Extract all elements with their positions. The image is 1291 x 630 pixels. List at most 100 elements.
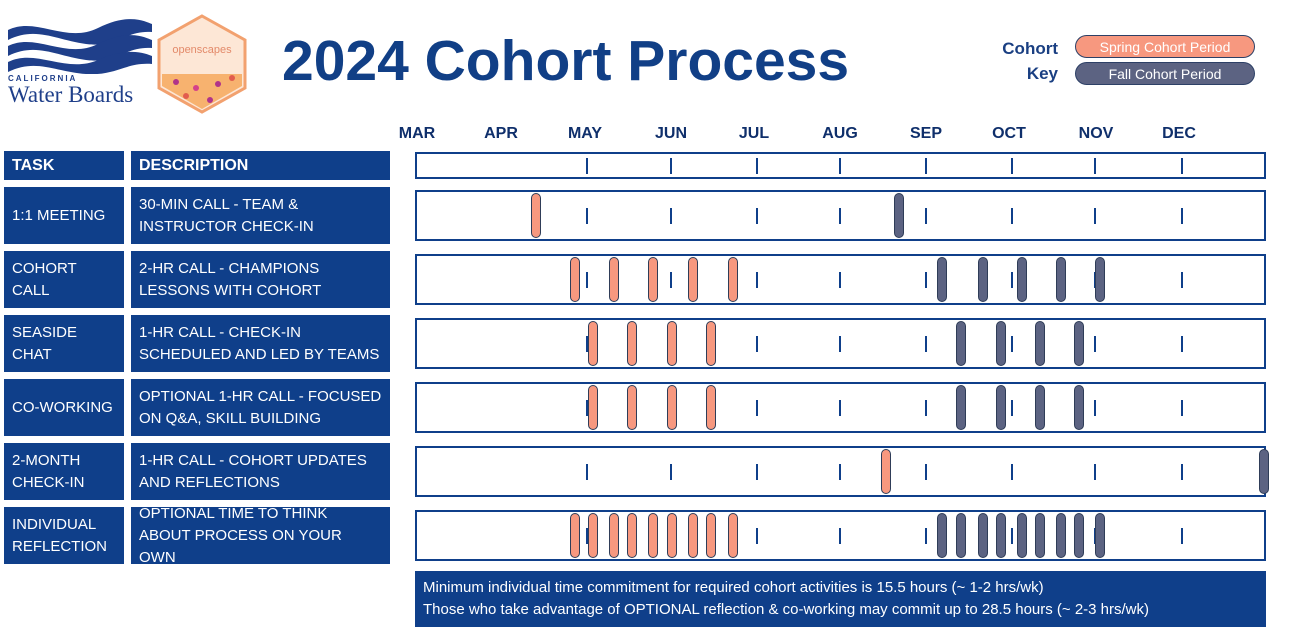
spring-cohort-session-bar	[627, 385, 638, 430]
month-label: SEP	[909, 125, 942, 142]
description-2-month-check-in: 1-HR CALL - COHORT UPDATES AND REFLECTIO…	[131, 443, 390, 500]
month-tick	[756, 335, 758, 352]
month-tick	[925, 527, 927, 544]
month-tick	[839, 335, 841, 352]
openscapes-logo: openscapes	[156, 14, 248, 114]
month-label: OCT	[992, 125, 1026, 142]
month-tick	[839, 399, 841, 416]
spring-cohort-session-bar	[648, 257, 659, 302]
spring-cohort-session-bar	[881, 449, 892, 494]
fall-cohort-session-bar	[1259, 449, 1269, 494]
month-tick	[586, 463, 588, 480]
month-label: NOV	[1078, 125, 1114, 142]
month-tick	[1264, 157, 1266, 174]
month-tick	[670, 207, 672, 224]
fall-cohort-session-bar	[1074, 513, 1085, 558]
spring-cohort-session-bar	[587, 321, 598, 366]
task-individual-reflection: INDIVIDUAL REFLECTION	[4, 507, 124, 564]
month-label: APR	[484, 125, 518, 142]
timeline-track-co-working	[415, 382, 1266, 433]
task-co-working: CO-WORKING	[4, 379, 124, 436]
month-tick	[586, 207, 588, 224]
fall-cohort-session-bar	[995, 385, 1006, 430]
month-label: MAY	[567, 125, 603, 142]
fall-cohort-session-bar	[937, 257, 948, 302]
month-tick	[1011, 271, 1013, 288]
fall-cohort-session-bar	[937, 513, 948, 558]
spring-cohort-session-bar	[587, 385, 598, 430]
month-tick	[839, 527, 841, 544]
description-co-working: OPTIONAL 1-HR CALL - FOCUSED ON Q&A, SKI…	[131, 379, 390, 436]
month-tick	[756, 463, 758, 480]
water-boards-name: Water Boards	[8, 82, 134, 107]
month-label: JUL	[738, 125, 770, 142]
fall-cohort-session-bar	[1035, 321, 1046, 366]
month-tick	[1094, 335, 1096, 352]
month-tick	[670, 157, 672, 174]
spring-cohort-session-bar	[627, 321, 638, 366]
month-tick	[1094, 207, 1096, 224]
spring-cohort-session-bar	[727, 257, 738, 302]
month-tick	[925, 207, 927, 224]
spring-cohort-session-bar	[666, 385, 677, 430]
timeline-track-1-1-meeting	[415, 190, 1266, 241]
fall-cohort-session-bar	[1074, 321, 1085, 366]
fall-cohort-session-bar	[1016, 513, 1027, 558]
timeline-track-individual-reflection	[415, 510, 1266, 561]
month-tick	[1264, 527, 1266, 544]
spring-cohort-session-bar	[608, 257, 619, 302]
fall-cohort-session-bar	[956, 385, 967, 430]
fall-cohort-session-bar	[1095, 513, 1106, 558]
spring-cohort-session-bar	[587, 513, 598, 558]
month-tick	[1181, 157, 1183, 174]
month-tick	[756, 157, 758, 174]
spring-cohort-session-bar	[666, 513, 677, 558]
month-tick	[1011, 463, 1013, 480]
fall-cohort-session-bar	[956, 513, 967, 558]
key-label-key: Key	[1026, 64, 1058, 83]
fall-cohort-session-bar	[1055, 257, 1066, 302]
month-tick	[1011, 527, 1013, 544]
fall-cohort-session-bar	[995, 321, 1006, 366]
spring-cohort-session-bar	[688, 257, 699, 302]
timeline-header-track	[415, 152, 1266, 179]
spring-cohort-session-bar	[688, 513, 699, 558]
spring-cohort-session-bar	[570, 513, 581, 558]
month-tick	[1181, 399, 1183, 416]
fall-cohort-session-bar	[1095, 257, 1106, 302]
month-tick	[670, 271, 672, 288]
description-cohort-call: 2-HR CALL - CHAMPIONS LESSONS WITH COHOR…	[131, 251, 390, 308]
month-tick	[839, 271, 841, 288]
spring-cohort-session-bar	[706, 321, 717, 366]
month-tick	[756, 207, 758, 224]
water-waves-icon	[8, 19, 152, 74]
description-1-1-meeting: 30-MIN CALL - TEAM & INSTRUCTOR CHECK-IN	[131, 187, 390, 244]
month-tick	[1181, 527, 1183, 544]
spring-cohort-session-bar	[706, 513, 717, 558]
month-tick	[586, 399, 588, 416]
month-tick	[1264, 207, 1266, 224]
month-tick	[1094, 271, 1096, 288]
task-2-month-check-in: 2-MONTH CHECK-IN	[4, 443, 124, 500]
month-tick	[925, 335, 927, 352]
spring-cohort-session-bar	[627, 513, 638, 558]
fall-cohort-session-bar	[1016, 257, 1027, 302]
month-tick	[1011, 207, 1013, 224]
month-tick	[925, 399, 927, 416]
fall-cohort-key: Fall Cohort Period	[1075, 62, 1255, 85]
month-tick	[1181, 271, 1183, 288]
timeline-track-seaside-chat	[415, 318, 1266, 369]
page-title: 2024 Cohort Process	[282, 29, 850, 93]
fall-cohort-session-bar	[977, 513, 988, 558]
fall-cohort-session-bar	[894, 193, 905, 238]
spring-cohort-session-bar	[727, 513, 738, 558]
description-individual-reflection: OPTIONAL TIME TO THINK ABOUT PROCESS ON …	[131, 505, 390, 566]
month-tick	[1011, 399, 1013, 416]
spring-cohort-session-bar	[666, 321, 677, 366]
month-tick	[756, 527, 758, 544]
month-tick	[1181, 335, 1183, 352]
note-line-1: Minimum individual time commitment for r…	[423, 579, 1044, 596]
description-seaside-chat: 1-HR CALL - CHECK-IN SCHEDULED AND LED B…	[131, 315, 390, 372]
month-label: DEC	[1162, 125, 1196, 142]
month-tick	[1011, 157, 1013, 174]
